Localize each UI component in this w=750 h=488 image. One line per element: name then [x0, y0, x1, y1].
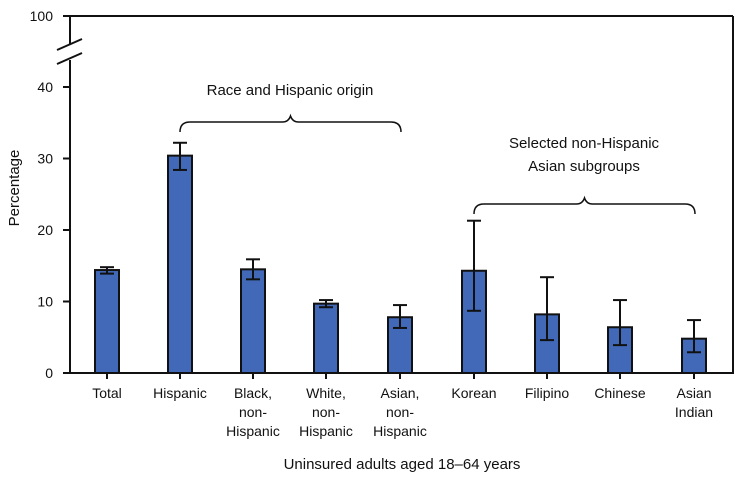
bars [94, 141, 707, 375]
x-tick-label: Asian, [381, 385, 420, 401]
y-tick-label: 100 [30, 8, 54, 24]
y-tick-label: 20 [37, 222, 53, 238]
x-axis-title: Uninsured adults aged 18–64 years [284, 456, 521, 473]
group-annotations: Race and Hispanic origin Selected non-His… [179, 82, 696, 215]
x-tick-label: Indian [675, 404, 713, 420]
x-tick-label: White, [306, 385, 346, 401]
bar-group [461, 219, 487, 375]
x-tick-label: Asian [676, 385, 711, 401]
x-tick-label: Black, [234, 385, 272, 401]
x-tick-label: non- [239, 404, 267, 420]
annotation-asian-subgroups: Asian subgroups [528, 158, 640, 175]
x-tick-label: Korean [451, 385, 496, 401]
bar-group [607, 299, 633, 374]
bar-group [534, 276, 560, 374]
y-tick-label: 40 [37, 79, 53, 95]
x-tick-label: Chinese [594, 385, 646, 401]
bar-group [681, 319, 707, 374]
axis-break-mark [56, 52, 83, 65]
bar [167, 154, 193, 374]
y-tick-label: 0 [45, 365, 53, 381]
bar-group [94, 266, 120, 375]
bar-group [387, 304, 413, 375]
brace [179, 113, 402, 133]
x-tick-label: non- [386, 404, 414, 420]
bar [313, 302, 339, 374]
x-tick-label: Hispanic [373, 423, 427, 439]
x-tick-label: non- [312, 404, 340, 420]
y-axis-title: Percentage [6, 150, 23, 227]
annotation-race-hispanic: Race and Hispanic origin [207, 82, 374, 99]
y-tick-label: 30 [37, 151, 53, 167]
brace [473, 195, 696, 215]
annotation-asian-subgroups: Selected non-Hispanic [509, 135, 660, 152]
x-tick-label: Filipino [525, 385, 570, 401]
bar-group [313, 299, 339, 374]
bar-group [167, 141, 193, 374]
bar [240, 268, 266, 375]
y-axis: 0 10 20 30 40 100 [30, 8, 83, 381]
x-tick-label: Hispanic [226, 423, 280, 439]
bar-group [240, 258, 266, 375]
y-tick-label: 10 [37, 294, 53, 310]
x-tick-label: Total [92, 385, 122, 401]
bar [94, 269, 120, 375]
x-axis: Total Hispanic Black, non- Hispanic White, non… [92, 373, 713, 439]
x-tick-label: Hispanic [299, 423, 353, 439]
axis-break-mark [56, 38, 83, 51]
x-tick-label: Hispanic [153, 385, 207, 401]
